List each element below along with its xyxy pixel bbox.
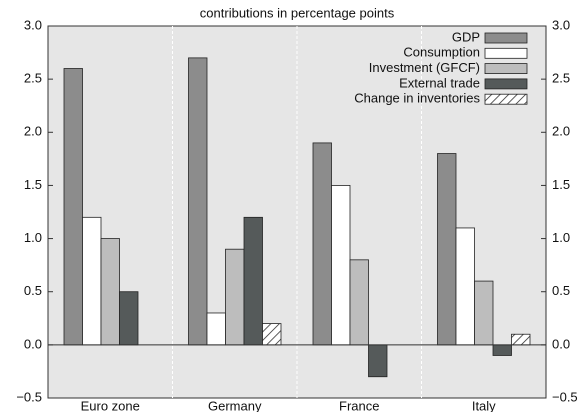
y-tick-label: 2.5 (24, 71, 42, 86)
legend-label: External trade (399, 75, 480, 90)
y2-tick-label: 2.5 (552, 71, 570, 86)
bar (82, 216, 102, 346)
y-tick-label: 0.0 (24, 336, 42, 351)
legend-label: GDP (452, 29, 480, 44)
x-tick-label: Italy (472, 398, 496, 412)
bar (492, 344, 512, 356)
chart-title: contributions in percentage points (200, 5, 395, 20)
y-tick-label: 0.5 (24, 283, 42, 298)
y-tick-label: 3.0 (24, 17, 42, 32)
legend-label: Consumption (403, 45, 480, 60)
legend-swatch (484, 63, 528, 74)
bar (349, 259, 369, 346)
legend-swatch (484, 93, 528, 105)
y2-tick-label: 3.0 (552, 17, 570, 32)
x-tick-label: Germany (208, 398, 262, 412)
y2-tick-label: 0.0 (552, 336, 570, 351)
y-tick-label: 1.0 (24, 230, 42, 245)
bar (225, 248, 245, 346)
y-tick-label: −0.5 (16, 389, 42, 404)
bar (63, 68, 83, 346)
legend-label: Investment (GFCF) (369, 60, 480, 75)
bar (312, 142, 332, 346)
x-tick-label: Euro zone (81, 398, 140, 412)
x-tick-label: France (339, 398, 379, 412)
bar (331, 185, 351, 346)
legend-swatch (484, 32, 528, 44)
bar (437, 153, 457, 346)
bar (100, 238, 120, 346)
legend-swatch (484, 47, 528, 59)
bar (511, 333, 531, 346)
bar (206, 312, 226, 346)
y2-tick-label: 1.5 (552, 177, 570, 192)
bar (188, 57, 208, 346)
bar (474, 280, 494, 346)
bar (455, 227, 475, 346)
bar (243, 216, 263, 346)
legend-label: Change in inventories (354, 91, 480, 106)
y-tick-label: 1.5 (24, 177, 42, 192)
y-tick-label: 2.0 (24, 124, 42, 139)
y2-tick-label: 0.5 (552, 283, 570, 298)
bar (368, 344, 388, 378)
bar (262, 323, 282, 346)
y2-tick-label: −0.5 (552, 389, 578, 404)
y2-tick-label: 2.0 (552, 124, 570, 139)
legend-swatch (484, 78, 528, 90)
y2-tick-label: 1.0 (552, 230, 570, 245)
bar (119, 291, 139, 346)
